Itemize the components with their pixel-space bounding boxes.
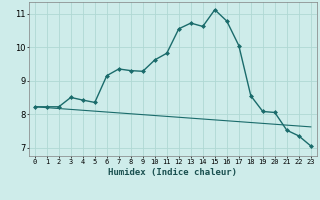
X-axis label: Humidex (Indice chaleur): Humidex (Indice chaleur) [108,168,237,177]
